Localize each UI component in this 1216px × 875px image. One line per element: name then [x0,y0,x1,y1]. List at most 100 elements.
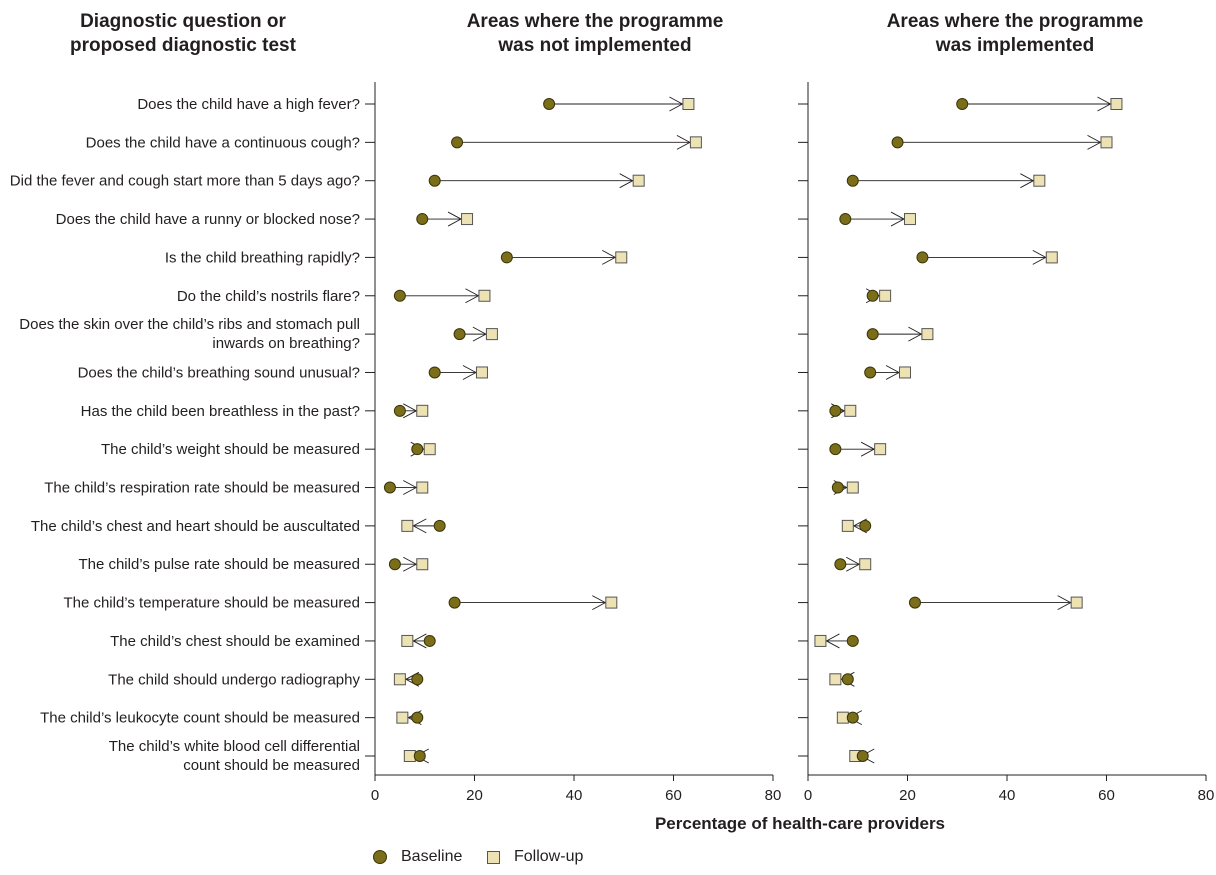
row-header: Diagnostic question or proposed diagnost… [18,10,348,58]
category-label: Does the child have a high fever? [137,96,360,113]
category-label-line: count should be measured [183,757,360,774]
followup-point [1070,596,1083,609]
baseline-point [428,366,441,379]
followup-point [879,289,892,302]
followup-point [1045,251,1058,264]
category-label: Does the child have a runny or blocked n… [56,211,360,228]
baseline-point [846,634,859,647]
panel-2-title-line-1: Areas where the programme [886,11,1144,32]
category-label: Do the child’s nostrils flare? [177,288,360,305]
x-tick-label: 20 [899,787,916,804]
followup-point [615,251,628,264]
category-label: Does the child have a continuous cough? [86,134,360,151]
baseline-point [411,673,424,686]
baseline-point [866,328,879,341]
baseline-point [383,481,396,494]
baseline-point [393,404,406,417]
baseline-point [393,289,406,302]
baseline-point [500,251,513,264]
followup-point [403,750,416,762]
baseline-point [846,174,859,187]
baseline-point [841,673,854,686]
x-tick-label: 20 [466,787,483,804]
panel-2-title: Areas where the programme was implemente… [850,10,1180,58]
followup-point [921,328,934,341]
followup-point [682,98,695,110]
followup-point [416,481,429,494]
category-label: Did the fever and cough start more than … [10,173,360,190]
followup-point [874,443,887,456]
baseline-point [834,558,847,571]
followup-point [846,481,859,494]
category-label: The child’s respiration rate should be m… [44,480,360,497]
baseline-point [829,443,842,456]
baseline-point [916,251,929,264]
followup-point [396,711,409,724]
baseline-point [433,519,446,532]
baseline-point [453,328,466,341]
baseline-point [411,443,424,456]
followup-point [393,673,406,686]
row-header-line-2: proposed diagnostic test [70,35,296,56]
baseline-point [856,750,869,762]
x-tick-label: 0 [371,787,379,804]
followup-point [485,328,498,341]
baseline-point [846,711,859,724]
panel-1-title-line-2: was not implemented [498,35,692,56]
followup-point [829,673,842,686]
followup-point [836,711,849,724]
x-tick-label: 60 [665,787,682,804]
x-tick-label: 60 [1098,787,1115,804]
followup-point [475,366,488,379]
category-label: The child’s chest and heart should be au… [31,518,360,535]
followup-point [632,174,645,187]
x-axis-label: Percentage of health-care providers [655,814,945,833]
category-label: Is the child breathing rapidly? [165,249,360,266]
legend-baseline: Baseline [373,848,462,866]
followup-point [401,634,414,647]
baseline-point [448,596,461,609]
legend-baseline-label: Baseline [401,848,463,865]
followup-point [859,558,872,571]
category-label: The child’s weight should be measured [101,441,360,458]
followup-point [423,443,436,456]
followup-point [416,404,429,417]
x-tick-label: 40 [566,787,583,804]
followup-point [416,558,429,571]
category-label: Has the child been breathless in the pas… [81,403,360,420]
followup-point [605,596,618,609]
category-label: The child’s temperature should be measur… [63,595,360,612]
category-label-line: The child’s white blood cell differentia… [109,738,360,755]
followup-point [1110,98,1123,110]
baseline-point [416,213,429,226]
baseline-point [451,136,464,149]
followup-square-icon [487,850,500,864]
row-header-line-1: Diagnostic question or [80,11,286,32]
baseline-point [423,634,436,647]
category-label-line: inwards on breathing? [212,335,360,352]
followup-point [903,213,916,226]
followup-point [899,366,912,379]
legend-followup-label: Follow-up [514,848,584,865]
followup-point [478,289,491,302]
baseline-point [866,289,879,302]
baseline-point [411,711,424,724]
followup-point [689,136,702,149]
baseline-point [864,366,877,379]
baseline-point [831,481,844,494]
x-tick-label: 40 [999,787,1016,804]
baseline-point [859,519,872,532]
category-label: The child should undergo radiography [108,671,360,688]
category-label: Does the skin over the child’s ribs and … [19,316,360,352]
category-label: The child’s white blood cell differentia… [109,738,360,774]
baseline-marker-icon [373,850,387,864]
baseline-point [908,596,921,609]
panel-1-title: Areas where the programme was not implem… [430,10,760,58]
followup-point [461,213,474,226]
x-tick-label: 80 [765,787,782,804]
baseline-point [956,98,969,110]
category-label: The child’s leukocyte count should be me… [40,710,360,727]
category-label-line: Does the skin over the child’s ribs and … [19,316,360,333]
baseline-point [428,174,441,187]
baseline-point [413,750,426,762]
